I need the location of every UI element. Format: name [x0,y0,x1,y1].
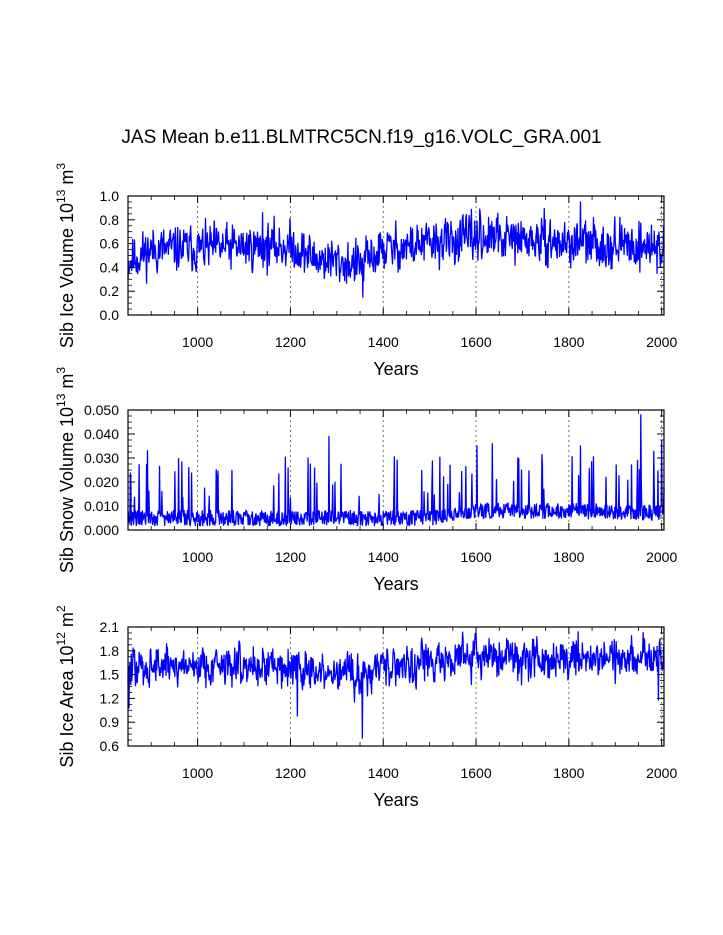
x-tick-label: 1200 [275,334,306,350]
x-tick-label: 1600 [460,334,491,350]
y-tick-label: 0.040 [84,426,119,442]
x-tick-label: 1200 [275,549,306,565]
y-tick-label: 1.8 [100,643,120,659]
x-axis-label: Years [373,574,418,594]
x-tick-label: 1400 [368,334,399,350]
y-tick-label: 0.000 [84,522,119,538]
plot-frame [127,626,665,747]
y-tick-label: 0.050 [84,402,119,418]
x-tick-label: 1800 [553,765,584,781]
x-tick-label: 1000 [182,549,213,565]
x-tick-label: 1800 [553,334,584,350]
y-tick-label: 1.2 [100,690,120,706]
series-line-sib-ice-volume [127,201,665,298]
series-line-sib-ice-area [127,631,665,739]
x-tick-label: 1000 [182,334,213,350]
y-tick-label: 0.6 [100,738,120,754]
y-tick-label: 1.5 [100,667,120,683]
y-tick-label: 0.010 [84,498,119,514]
x-tick-label: 2000 [646,334,677,350]
x-tick-label: 2000 [646,765,677,781]
x-tick-label: 1800 [553,549,584,565]
y-tick-label: 0.8 [100,212,120,228]
x-axis-label: Years [373,359,418,379]
x-tick-label: 1000 [182,765,213,781]
y-axis-label: Sib Ice Volume 1013 m3 [54,163,77,348]
y-tick-label: 2.1 [100,619,120,635]
x-axis-label: Years [373,790,418,810]
x-tick-label: 1600 [460,765,491,781]
y-tick-label: 0.6 [100,236,120,252]
y-tick-label: 0.0 [100,307,120,323]
x-tick-label: 1600 [460,549,491,565]
chart-title: JAS Mean b.e11.BLMTRC5CN.f19_g16.VOLC_GR… [121,127,602,148]
x-tick-label: 1400 [368,549,399,565]
x-tick-label: 1200 [275,765,306,781]
y-tick-label: 0.2 [100,283,120,299]
y-axis-label: Sib Ice Area 1012 m2 [54,605,77,767]
y-tick-label: 0.9 [100,714,120,730]
y-tick-label: 0.020 [84,474,119,490]
series-line-sib-snow-volume [127,414,665,527]
y-tick-label: 0.4 [100,259,120,275]
y-tick-label: 0.030 [84,450,119,466]
y-axis-label: Sib Snow Volume 1013 m3 [54,367,77,573]
x-tick-label: 2000 [646,549,677,565]
y-tick-label: 1.0 [100,188,120,204]
x-tick-label: 1400 [368,765,399,781]
